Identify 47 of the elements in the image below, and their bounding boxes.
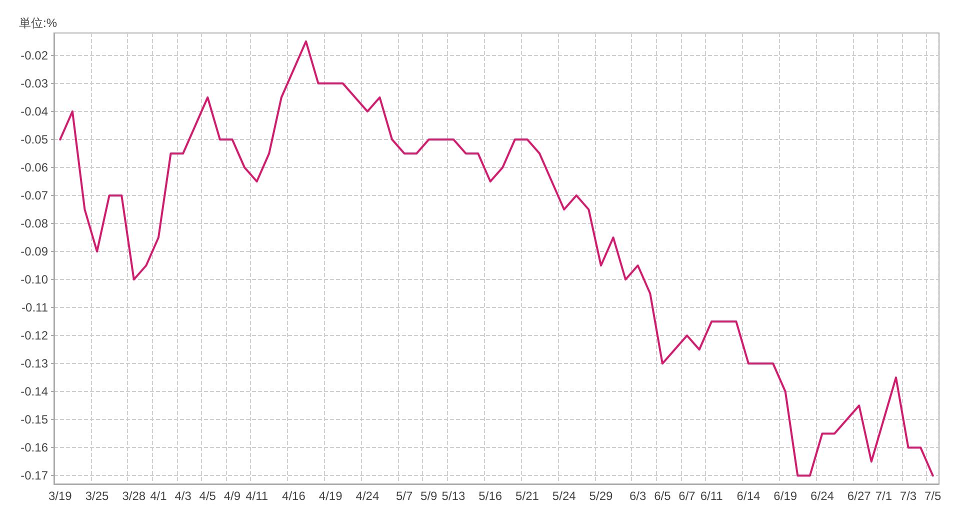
x-tick-label: 4/5 — [199, 489, 216, 503]
y-tick-label: -0.13 — [20, 356, 48, 371]
x-tick-label: 4/9 — [224, 489, 241, 503]
x-tick-label: 7/5 — [924, 489, 942, 503]
x-tick-label: 4/3 — [174, 489, 192, 503]
y-tick-label: -0.09 — [20, 244, 48, 258]
x-tick-label: 5/21 — [516, 489, 540, 503]
x-tick-label: 6/24 — [810, 489, 834, 503]
y-tick-label: -0.02 — [20, 48, 48, 62]
x-tick-label: 5/7 — [396, 489, 413, 503]
x-tick-label: 5/16 — [478, 489, 502, 503]
x-tick-label: 7/1 — [875, 489, 892, 503]
x-tick-label: 3/19 — [48, 489, 72, 503]
x-tick-label: 6/7 — [678, 489, 696, 503]
y-tick-label: -0.08 — [20, 216, 48, 230]
x-tick-label: 5/24 — [552, 489, 576, 503]
y-tick-label: -0.10 — [20, 272, 48, 287]
x-tick-label: 5/29 — [589, 489, 613, 503]
x-tick-label: 6/27 — [847, 489, 872, 503]
x-tick-label: 4/11 — [246, 489, 268, 503]
x-tick-label: 3/25 — [85, 489, 110, 503]
x-tick-label: 7/3 — [900, 489, 917, 503]
y-axis-title: 単位:% — [19, 16, 58, 30]
x-tick-label: 6/19 — [774, 489, 798, 503]
x-tick-label: 5/13 — [442, 489, 466, 503]
y-tick-label: -0.03 — [20, 76, 48, 90]
y-tick-label: -0.11 — [22, 300, 48, 315]
x-tick-label: 5/9 — [420, 489, 438, 503]
y-tick-label: -0.16 — [20, 440, 48, 455]
y-tick-label: -0.15 — [20, 412, 48, 427]
line-series — [59, 40, 934, 477]
x-tick-label: 6/14 — [736, 489, 760, 503]
y-tick-label: -0.17 — [20, 468, 48, 483]
y-tick-label: -0.05 — [20, 132, 48, 146]
x-tick-label: 3/28 — [122, 489, 146, 503]
x-tick-label: 6/3 — [630, 489, 647, 503]
y-tick-label: -0.07 — [20, 188, 48, 202]
y-tick-label: -0.14 — [20, 384, 48, 399]
x-tick-label: 6/5 — [654, 489, 672, 503]
x-tick-label: 4/24 — [356, 489, 380, 503]
x-tick-label: 4/16 — [282, 489, 306, 503]
y-tick-label: -0.06 — [20, 160, 48, 174]
x-tick-label: 4/1 — [150, 489, 168, 503]
x-tick-label: 4/19 — [318, 489, 343, 503]
x-tick-label: 6/11 — [700, 489, 724, 503]
y-tick-label: -0.04 — [20, 104, 48, 118]
y-tick-label: -0.12 — [20, 328, 48, 343]
